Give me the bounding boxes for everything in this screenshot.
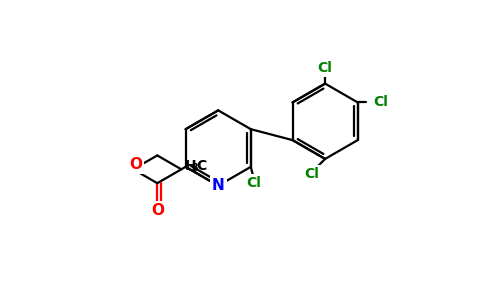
Text: 3: 3 bbox=[191, 163, 198, 173]
Text: Cl: Cl bbox=[318, 61, 333, 75]
Text: H: H bbox=[184, 159, 196, 173]
Text: C: C bbox=[196, 159, 207, 173]
Text: Cl: Cl bbox=[304, 167, 318, 181]
Text: O: O bbox=[151, 203, 164, 218]
Text: Cl: Cl bbox=[246, 176, 261, 190]
Text: Cl: Cl bbox=[374, 95, 389, 110]
Text: N: N bbox=[212, 178, 225, 193]
Text: O: O bbox=[129, 157, 142, 172]
